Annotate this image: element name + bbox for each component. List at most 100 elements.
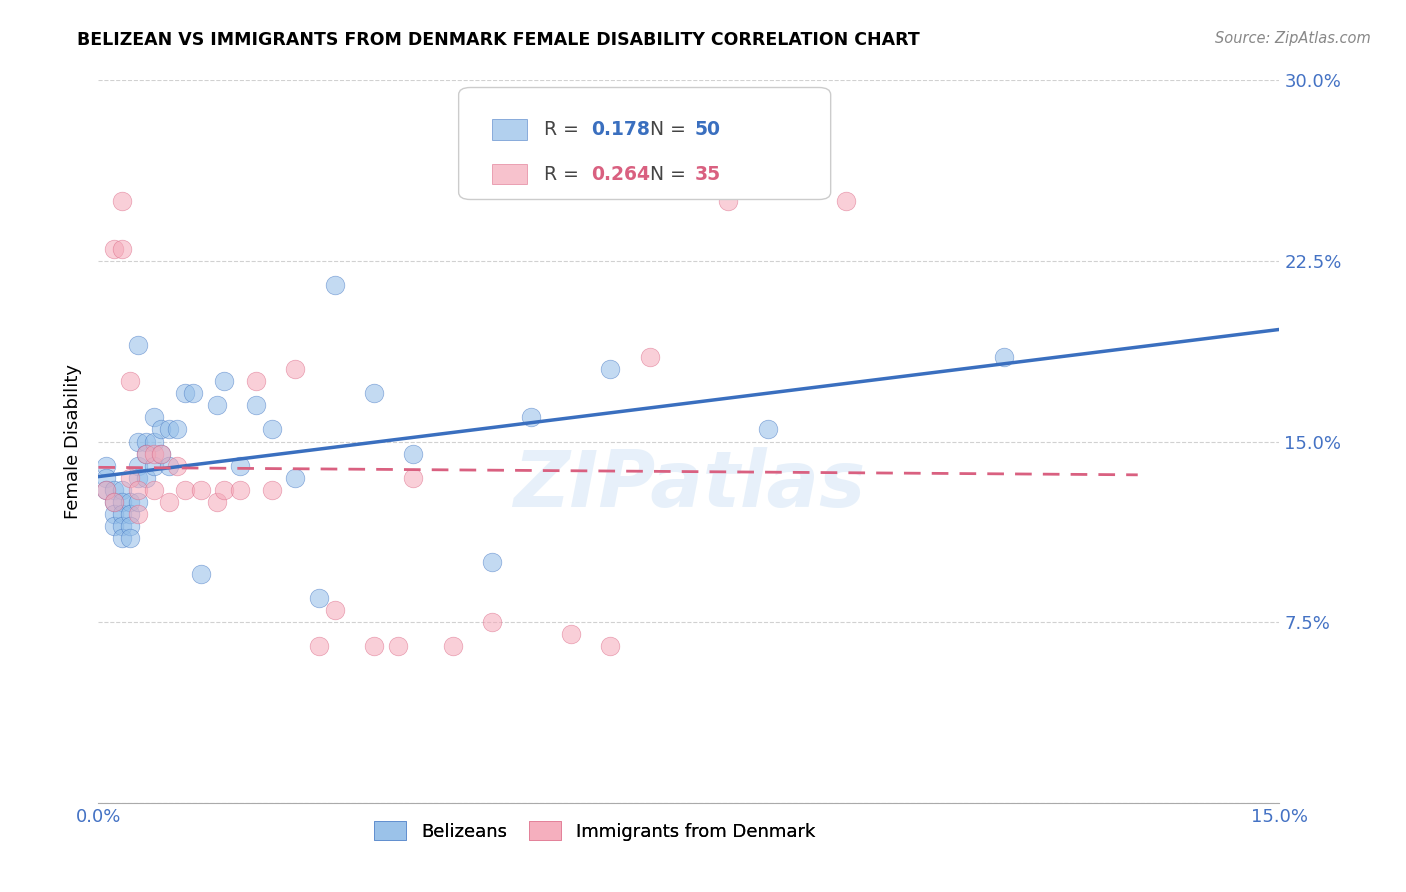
Point <box>520 410 543 425</box>
Point <box>214 483 236 497</box>
Point <box>127 494 149 508</box>
FancyBboxPatch shape <box>492 164 527 185</box>
Point <box>599 362 621 376</box>
Point <box>118 507 141 521</box>
Point <box>135 446 157 460</box>
Point <box>111 242 134 256</box>
Point <box>127 470 149 484</box>
Point <box>205 398 228 412</box>
Point <box>103 507 125 521</box>
Point <box>181 386 204 401</box>
Point <box>402 446 425 460</box>
Point <box>560 627 582 641</box>
Point <box>127 338 149 352</box>
Point <box>118 531 141 545</box>
Point <box>308 639 330 653</box>
Point <box>190 483 212 497</box>
Text: N =: N = <box>650 165 692 184</box>
Point <box>190 567 212 582</box>
Point <box>118 518 141 533</box>
Point <box>174 483 197 497</box>
Point <box>157 494 180 508</box>
Point <box>599 639 621 653</box>
Point <box>166 422 188 436</box>
Legend: Belizeans, Immigrants from Denmark: Belizeans, Immigrants from Denmark <box>367 814 823 848</box>
Point <box>229 483 252 497</box>
Point <box>157 422 180 436</box>
Point <box>111 194 134 208</box>
Point <box>118 494 141 508</box>
Point <box>111 494 134 508</box>
Point <box>150 422 173 436</box>
Point <box>245 398 267 412</box>
Point <box>118 470 141 484</box>
Text: 35: 35 <box>695 165 721 184</box>
Point <box>441 639 464 653</box>
Point <box>135 470 157 484</box>
FancyBboxPatch shape <box>458 87 831 200</box>
Point <box>387 639 409 653</box>
FancyBboxPatch shape <box>492 120 527 139</box>
Point <box>103 518 125 533</box>
Text: 50: 50 <box>695 120 721 139</box>
Point <box>835 194 858 208</box>
Point <box>638 350 661 364</box>
Point <box>284 362 307 376</box>
Point <box>481 555 503 569</box>
Y-axis label: Female Disability: Female Disability <box>63 364 82 519</box>
Point <box>166 458 188 473</box>
Text: N =: N = <box>650 120 692 139</box>
Point <box>481 615 503 630</box>
Point <box>111 518 134 533</box>
Point <box>96 458 118 473</box>
Point <box>323 277 346 292</box>
Text: R =: R = <box>544 165 585 184</box>
Point <box>103 242 125 256</box>
Point <box>323 603 346 617</box>
Point <box>260 422 283 436</box>
Point <box>111 531 134 545</box>
Point <box>103 483 125 497</box>
Point <box>993 350 1015 364</box>
Point <box>157 458 180 473</box>
Point <box>214 374 236 388</box>
Point <box>118 374 141 388</box>
Point <box>103 494 125 508</box>
Point <box>111 483 134 497</box>
Text: ZIPatlas: ZIPatlas <box>513 447 865 523</box>
Point <box>150 446 173 460</box>
Point <box>127 458 149 473</box>
Point <box>127 483 149 497</box>
Point <box>205 494 228 508</box>
Point <box>96 470 118 484</box>
Point <box>135 434 157 449</box>
Point <box>127 507 149 521</box>
Point <box>284 470 307 484</box>
Point <box>229 458 252 473</box>
Point <box>142 483 165 497</box>
Point <box>245 374 267 388</box>
Point <box>142 446 165 460</box>
Point <box>142 434 165 449</box>
Point <box>96 483 118 497</box>
Point <box>142 458 165 473</box>
Text: 0.178: 0.178 <box>591 120 650 139</box>
Point <box>756 422 779 436</box>
Point <box>717 194 740 208</box>
Text: 0.264: 0.264 <box>591 165 650 184</box>
Point <box>363 639 385 653</box>
Text: Source: ZipAtlas.com: Source: ZipAtlas.com <box>1215 31 1371 46</box>
Point <box>103 494 125 508</box>
Point <box>96 483 118 497</box>
Point <box>150 446 173 460</box>
Point <box>308 591 330 605</box>
Point <box>363 386 385 401</box>
Point <box>127 434 149 449</box>
Point <box>142 410 165 425</box>
Point <box>135 446 157 460</box>
Point <box>174 386 197 401</box>
Point <box>260 483 283 497</box>
Point <box>402 470 425 484</box>
Point <box>111 507 134 521</box>
Text: BELIZEAN VS IMMIGRANTS FROM DENMARK FEMALE DISABILITY CORRELATION CHART: BELIZEAN VS IMMIGRANTS FROM DENMARK FEMA… <box>77 31 920 49</box>
